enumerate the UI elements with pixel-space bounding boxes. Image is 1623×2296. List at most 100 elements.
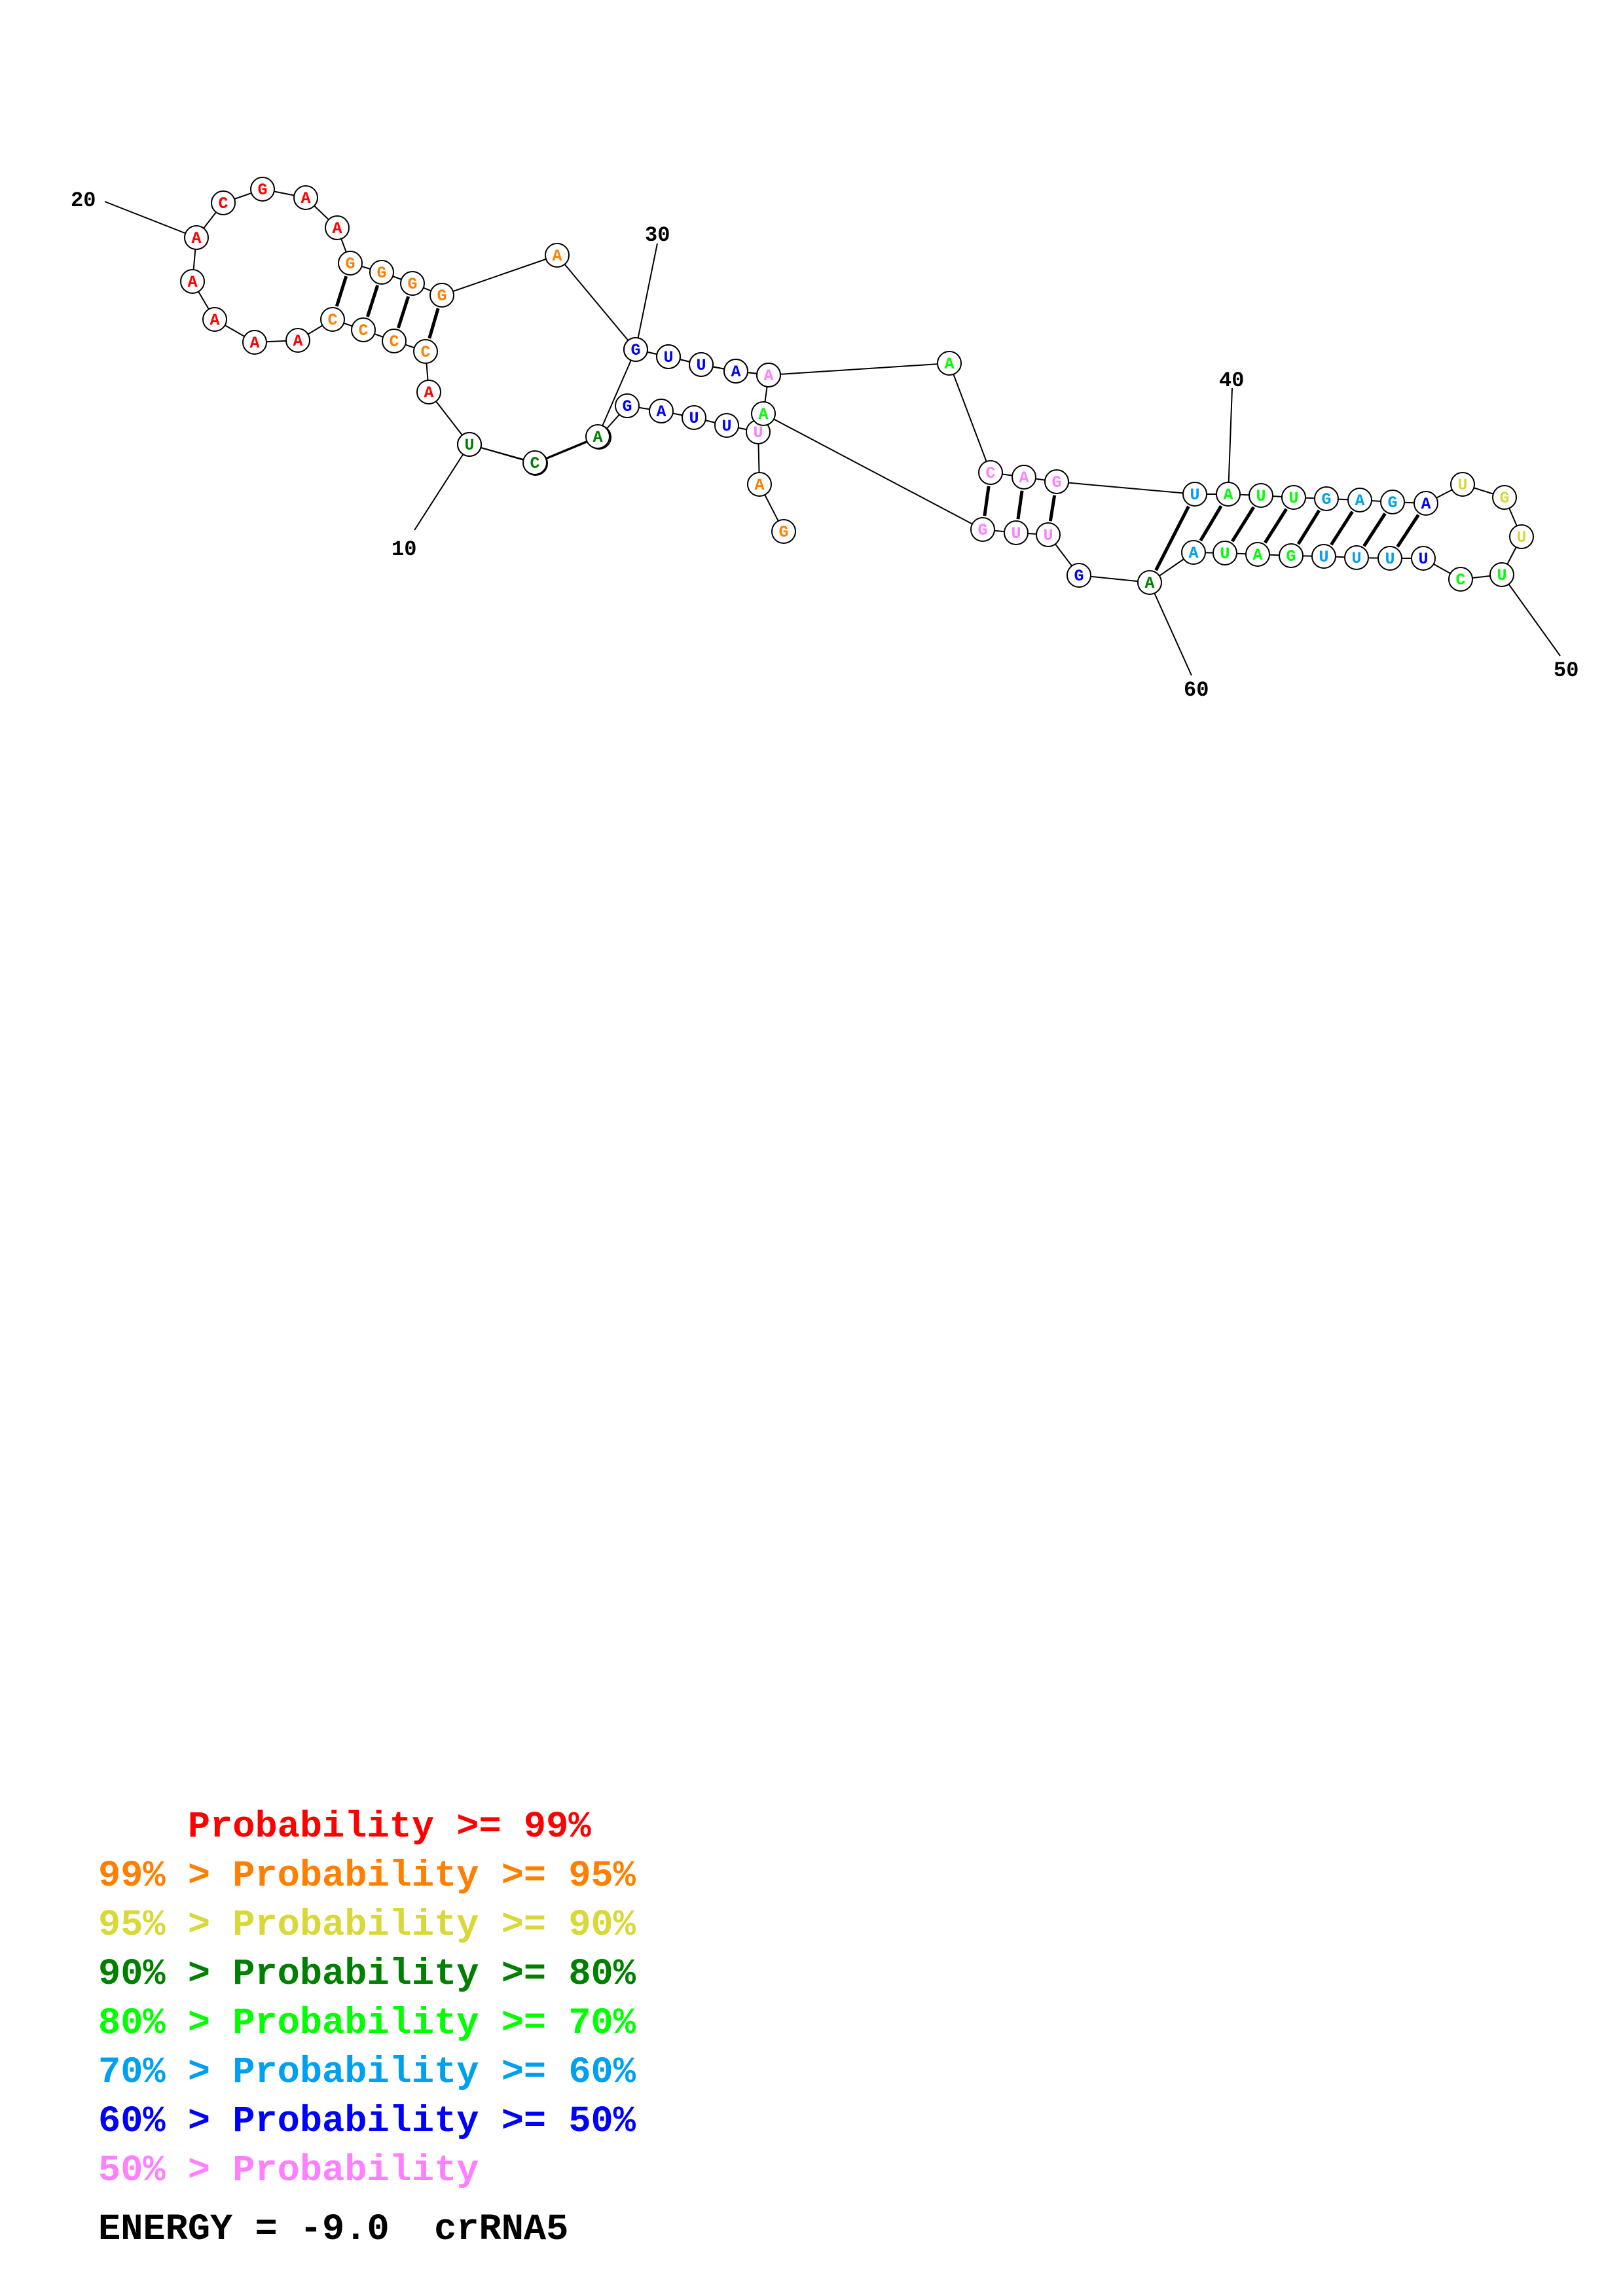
number-tick-line	[414, 444, 470, 531]
base-pair-bond	[1264, 508, 1288, 544]
nucleotide-circle	[1347, 488, 1372, 512]
legend-entry: 95% > Probability >= 90%	[98, 1905, 636, 1946]
nucleotide: C	[978, 460, 1003, 485]
backbone-segment	[763, 413, 983, 530]
nucleotide-circle	[1004, 520, 1029, 545]
nucleotide-circle	[1344, 545, 1369, 570]
nucleotide-circle	[623, 337, 648, 362]
nucleotide-circle	[1012, 465, 1036, 490]
nucleotide-circle	[1448, 567, 1473, 592]
nucleotide-base-letter: U	[663, 348, 673, 367]
nucleotide: A	[325, 215, 350, 240]
nucleotide-base-letter: C	[1455, 571, 1465, 590]
nucleotide: G	[1380, 490, 1405, 514]
nucleotide-circle	[1067, 563, 1091, 588]
nucleotide: G	[400, 271, 425, 296]
nucleotide: U	[1213, 541, 1237, 565]
nucleotide: A	[1137, 570, 1162, 595]
nucleotide-base-letter: A	[763, 367, 773, 386]
nucleotide: U	[1036, 522, 1061, 547]
nucleotide-circle	[649, 399, 674, 423]
nucleotide-base-letter: U	[753, 423, 763, 442]
nucleotide-base-letter: A	[210, 311, 219, 330]
nucleotide-base-letter: G	[437, 287, 447, 306]
nucleotide-circle	[293, 185, 318, 210]
nucleotide-circle	[771, 519, 796, 544]
nucleotide-circle	[202, 307, 227, 332]
nucleotide: A	[242, 330, 267, 355]
nucleotide: U	[1411, 546, 1436, 571]
position-number-label: 40	[1219, 368, 1244, 393]
nucleotide-base-letter: A	[944, 355, 954, 374]
nucleotide: U	[1509, 524, 1534, 549]
nucleotide-circle	[1281, 485, 1306, 510]
nucleotide-circle	[325, 215, 350, 240]
base-pair-bond	[1396, 514, 1420, 548]
nucleotide: A	[545, 243, 570, 268]
nucleotide-base-letter: U	[1385, 550, 1395, 569]
nucleotide-circle	[714, 413, 739, 438]
nucleotide: G	[970, 517, 995, 542]
nucleotide: A	[1181, 540, 1206, 565]
nucleotide: G	[1314, 486, 1339, 511]
nucleotide: U	[1489, 562, 1514, 587]
nucleotide-circle	[522, 450, 547, 475]
base-pair-bond	[1362, 512, 1387, 547]
nucleotide-circle	[429, 283, 454, 308]
nucleotide: G	[429, 283, 454, 308]
nucleotide-base-letter: C	[327, 311, 337, 330]
nucleotide-base-letter: C	[358, 321, 368, 340]
nucleotide-base-letter: G	[630, 341, 640, 360]
nucleotide: U	[1377, 546, 1402, 571]
nucleotide-base-letter: C	[530, 454, 539, 473]
nucleotide-circle	[285, 328, 310, 353]
nucleotide-circle	[338, 251, 363, 276]
nucleotide: A	[649, 399, 674, 423]
nucleotide: U	[689, 352, 714, 377]
nucleotide-circle	[585, 424, 610, 449]
nucleotide-circle	[320, 307, 345, 332]
nucleotide-circle	[1216, 482, 1241, 507]
structure-name: crRNA5	[434, 2209, 569, 2251]
nucleotide-circle	[937, 351, 962, 376]
nucleotide: A	[1347, 488, 1372, 512]
nucleotide-circle	[242, 330, 267, 355]
nucleotide: U	[1249, 483, 1273, 508]
legend-entry: 80% > Probability >= 70%	[98, 2003, 636, 2045]
nucleotide-base-letter: U	[1011, 524, 1021, 543]
nucleotide-base-letter: U	[696, 356, 706, 375]
nucleotide: U	[1311, 544, 1336, 569]
nucleotide: G	[1044, 469, 1069, 494]
nucleotide: A	[1245, 542, 1270, 567]
nucleotide-base-letter: A	[656, 403, 666, 422]
nucleotide-circle	[1314, 486, 1339, 511]
base-pair-bond	[1154, 505, 1190, 571]
nucleotide-base-letter: A	[332, 219, 342, 238]
nucleotide-circle	[1181, 540, 1206, 565]
nucleotide-base-letter: A	[552, 247, 562, 266]
nucleotide-circle	[413, 339, 438, 364]
nucleotide-base-letter: U	[1457, 476, 1467, 495]
nucleotide-circle	[545, 243, 570, 268]
nucleotide-base-letter: G	[345, 255, 355, 274]
nucleotide-base-letter: U	[1497, 566, 1506, 585]
number-label-layer: 10 20 30 40 50 60	[71, 188, 1578, 702]
base-pair-bond	[983, 486, 991, 516]
nucleotide-base-letter: A	[758, 405, 768, 424]
nucleotide-base-letter: A	[1223, 486, 1233, 505]
nucleotide: A	[723, 359, 748, 384]
nucleotide: A	[285, 328, 310, 353]
nucleotide-circle	[1279, 543, 1304, 568]
nucleotide-circle	[180, 269, 205, 294]
nucleotide-circle	[756, 363, 781, 387]
nucleotide: A	[756, 363, 781, 387]
nucleotide-circle	[1509, 524, 1534, 549]
nucleotide: G	[623, 337, 648, 362]
nucleotide-base-letter: U	[1319, 548, 1328, 567]
nucleotide: A	[937, 351, 962, 376]
nucleotide-circle	[211, 190, 236, 215]
position-number-label: 30	[645, 223, 670, 247]
nucleotide: A	[585, 424, 610, 449]
nucleotide: U	[1344, 545, 1369, 570]
nucleotide: A	[1012, 465, 1036, 490]
